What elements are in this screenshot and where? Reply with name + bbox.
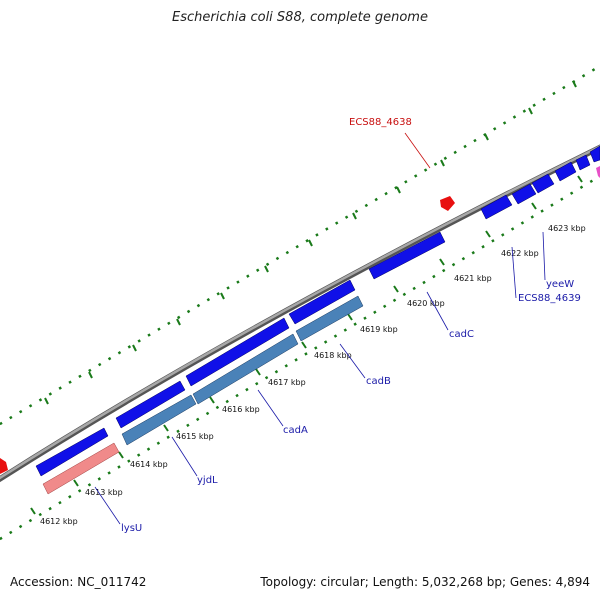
gene-forward[interactable] <box>368 231 446 280</box>
label-leader-lines <box>94 132 546 525</box>
feature-red-left[interactable] <box>0 458 8 474</box>
tick-label: 4622 kbp <box>501 249 539 258</box>
gene-reverse[interactable] <box>192 333 299 405</box>
inner-major-ticks <box>30 175 583 515</box>
gene-label-cadA[interactable]: cadA <box>283 425 308 436</box>
tick-label: 4616 kbp <box>222 405 260 414</box>
gene-label-yjdL[interactable]: yjdL <box>197 475 218 486</box>
genome-backbone-highlight <box>0 145 600 480</box>
gene-forward[interactable] <box>554 161 577 182</box>
tick-label: 4613 kbp <box>85 488 123 497</box>
tick-label: 4612 kbp <box>40 517 78 526</box>
map-title: Escherichia coli S88, complete genome <box>172 10 428 25</box>
feature-red-ECS88_4638[interactable] <box>440 196 455 211</box>
tick-label: 4620 kbp <box>407 299 445 308</box>
gene-label-ECS88_4639[interactable]: ECS88_4639 <box>518 293 581 304</box>
gene-reverse[interactable] <box>121 394 197 446</box>
gene-forward[interactable] <box>511 183 537 205</box>
gene-forward[interactable] <box>35 427 109 477</box>
gene-forward[interactable] <box>531 173 555 194</box>
outer-major-ticks <box>44 80 577 405</box>
gene-label-cadC[interactable]: cadC <box>449 329 474 340</box>
scale-tick-labels: 4612 kbp 4613 kbp 4614 kbp 4615 kbp 4616… <box>40 224 586 526</box>
gene-forward[interactable] <box>589 145 600 163</box>
gene-label-cadB[interactable]: cadB <box>366 376 391 387</box>
tick-label: 4614 kbp <box>130 460 168 469</box>
gene-forward[interactable] <box>288 279 356 325</box>
tick-label: 4618 kbp <box>314 351 352 360</box>
forward-genes <box>35 145 600 477</box>
tick-label: 4621 kbp <box>454 274 492 283</box>
tick-label: 4623 kbp <box>548 224 586 233</box>
gene-forward[interactable] <box>480 194 513 220</box>
gene-forward[interactable] <box>575 154 591 171</box>
tick-label: 4615 kbp <box>176 432 214 441</box>
gene-forward[interactable] <box>115 380 186 429</box>
gene-label-lysU[interactable]: lysU <box>121 523 142 534</box>
tick-label: 4619 kbp <box>360 325 398 334</box>
feature-pink[interactable] <box>596 166 600 178</box>
gene-label-yeeW[interactable]: yeeW <box>546 279 574 290</box>
gene-forward[interactable] <box>185 317 290 387</box>
gene-reverse[interactable] <box>295 295 364 342</box>
gene-label-ECS88_4638[interactable]: ECS88_4638 <box>349 117 412 128</box>
gene-labels: ECS88_4638 yeeW ECS88_4639 cadC cadB cad… <box>121 117 581 534</box>
reverse-genes <box>121 295 364 446</box>
gene-rna-lysU[interactable] <box>42 442 120 495</box>
tick-label: 4617 kbp <box>268 378 306 387</box>
accession-text: Accession: NC_011742 <box>10 575 147 589</box>
genome-summary-text: Topology: circular; Length: 5,032,268 bp… <box>260 575 590 589</box>
